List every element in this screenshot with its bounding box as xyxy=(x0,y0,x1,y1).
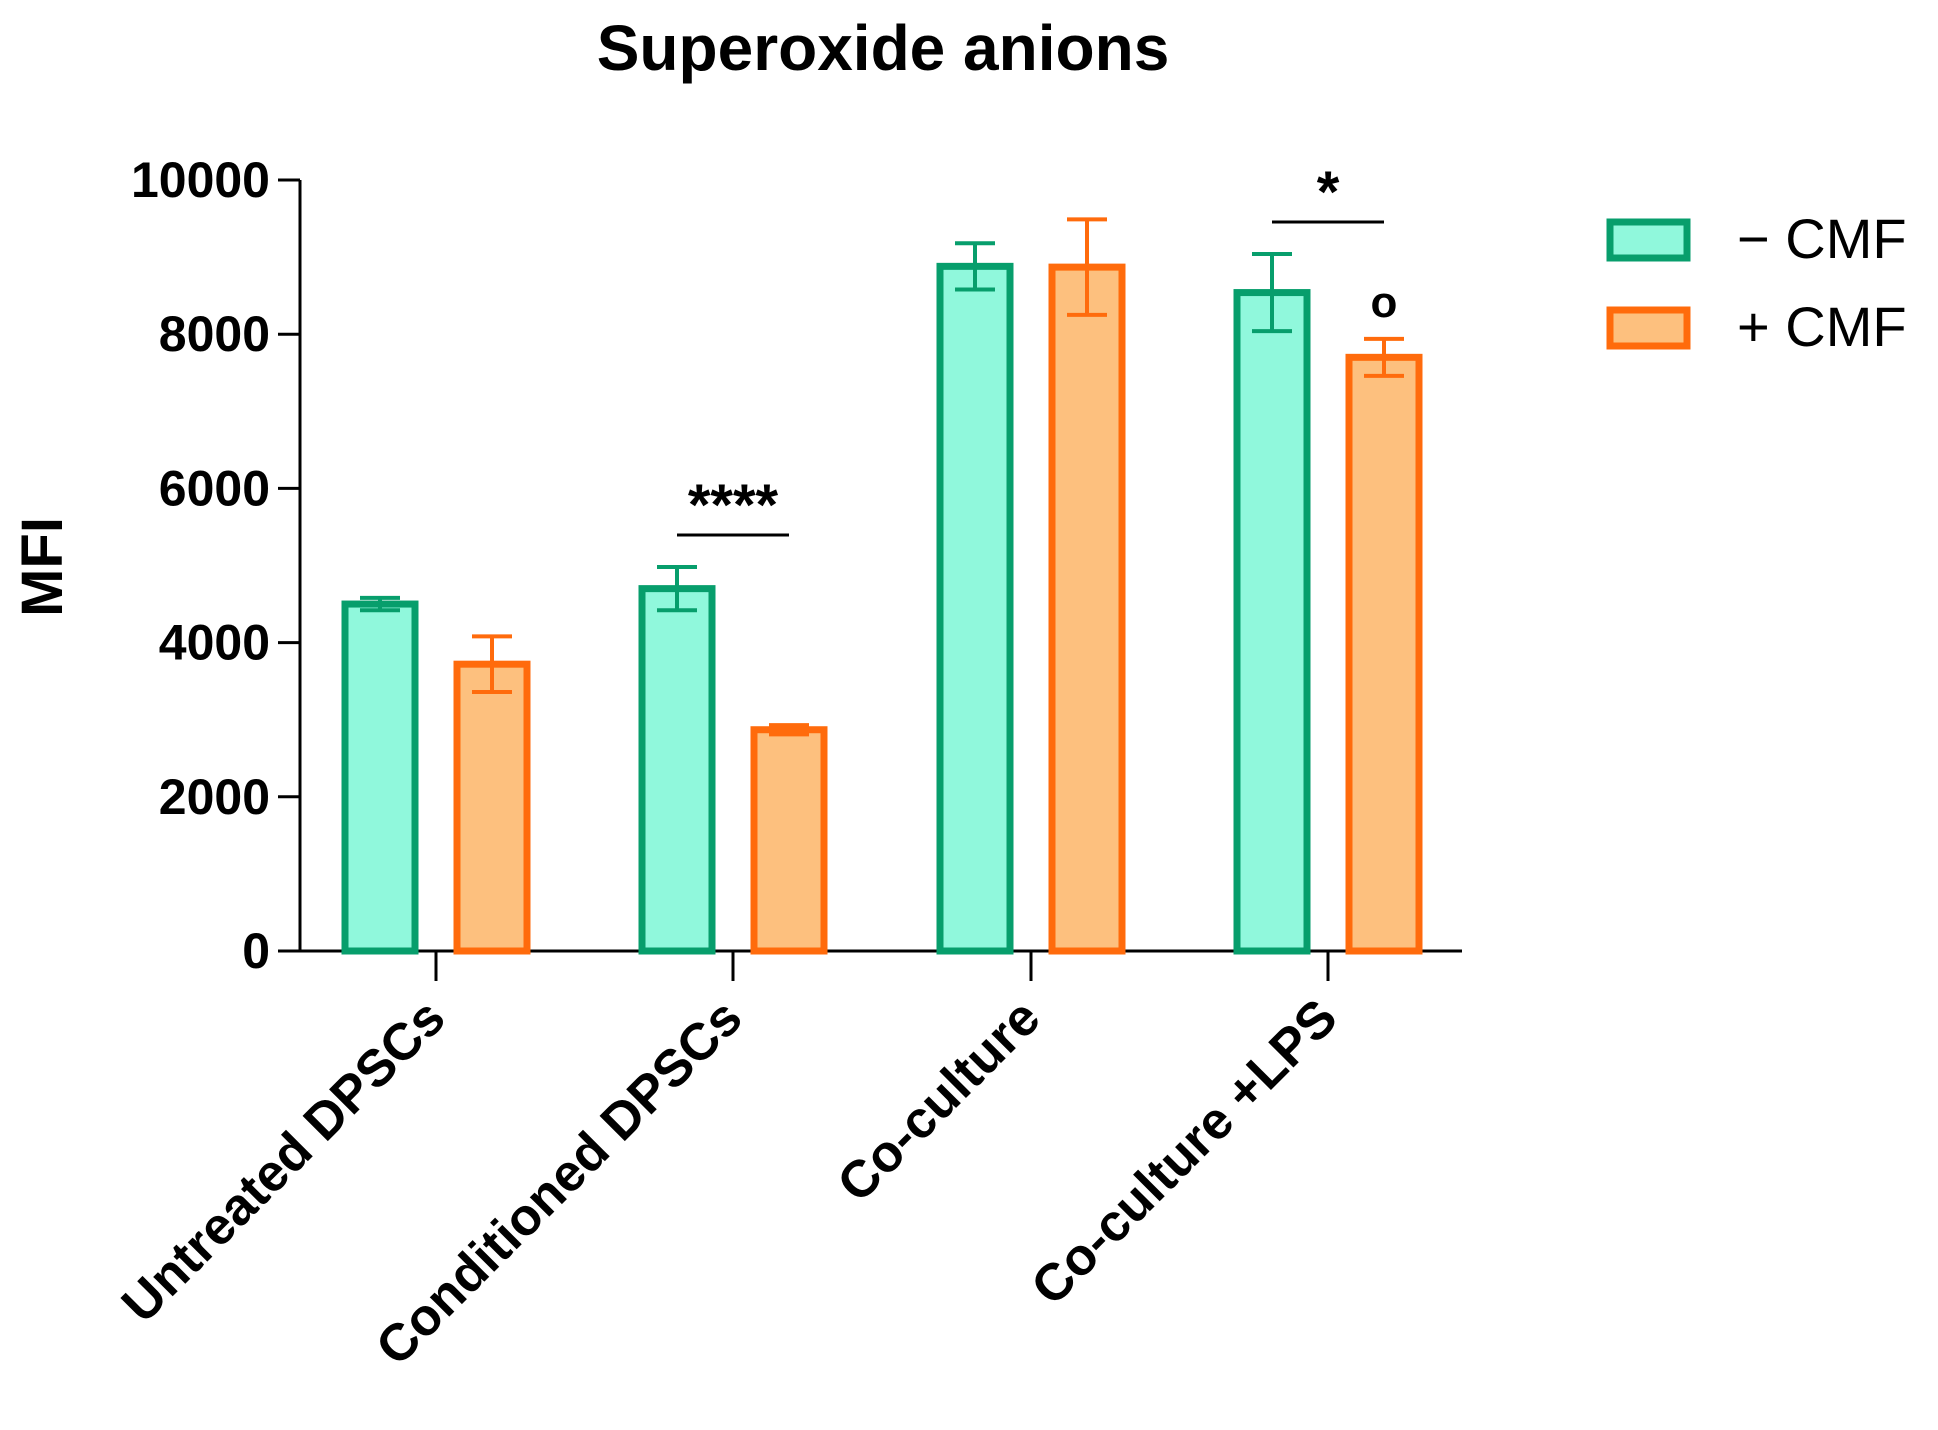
bar-minus-cmf xyxy=(638,585,716,955)
legend-swatch xyxy=(1606,218,1691,262)
legend-label: − CMF xyxy=(1737,207,1907,270)
bar-minus-cmf xyxy=(1233,289,1311,955)
y-tick-label: 0 xyxy=(242,923,270,979)
y-tick-label: 4000 xyxy=(159,615,270,671)
y-tick-label: 2000 xyxy=(159,769,270,825)
bar-plus-cmf xyxy=(1048,263,1126,955)
legend-swatch xyxy=(1606,306,1691,350)
x-tick-label: Untreated DPSCs xyxy=(111,988,456,1333)
chart-title: Superoxide anions xyxy=(597,12,1170,84)
significance-label: **** xyxy=(688,473,779,538)
bar-plus-cmf xyxy=(453,660,531,955)
x-tick-label: Co-culture +LPS xyxy=(1020,988,1348,1316)
marker-label: o xyxy=(1371,278,1398,327)
bar-minus-cmf xyxy=(341,600,419,955)
legend-label: + CMF xyxy=(1737,295,1907,358)
y-tick-label: 8000 xyxy=(159,306,270,362)
bar-minus-cmf xyxy=(936,262,1014,955)
y-tick-label: 6000 xyxy=(159,460,270,516)
bar-plus-cmf xyxy=(1345,353,1423,955)
y-tick-label: 10000 xyxy=(131,152,270,208)
significance-label: * xyxy=(1317,160,1340,225)
x-tick-label: Co-culture xyxy=(827,988,1052,1213)
y-axis-label: MFI xyxy=(10,517,75,617)
bar-plus-cmf xyxy=(750,726,828,955)
legend: − CMF + CMF xyxy=(1606,207,1907,358)
